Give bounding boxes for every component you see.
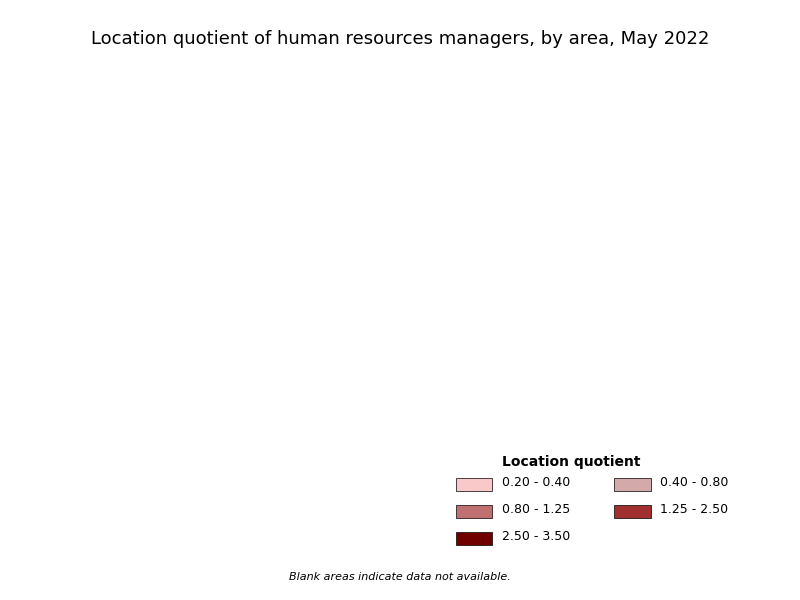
Text: 2.50 - 3.50: 2.50 - 3.50 xyxy=(502,530,570,543)
Bar xyxy=(614,478,650,491)
Text: Location quotient: Location quotient xyxy=(502,455,640,469)
Text: 0.20 - 0.40: 0.20 - 0.40 xyxy=(502,476,570,489)
Bar xyxy=(456,532,493,545)
Text: 0.40 - 0.80: 0.40 - 0.80 xyxy=(660,476,728,489)
Bar xyxy=(614,505,650,518)
Text: 0.80 - 1.25: 0.80 - 1.25 xyxy=(502,503,570,516)
Bar xyxy=(456,505,493,518)
Text: 1.25 - 2.50: 1.25 - 2.50 xyxy=(660,503,728,516)
Bar xyxy=(456,478,493,491)
Text: Blank areas indicate data not available.: Blank areas indicate data not available. xyxy=(289,572,511,582)
Text: Location quotient of human resources managers, by area, May 2022: Location quotient of human resources man… xyxy=(91,30,709,48)
